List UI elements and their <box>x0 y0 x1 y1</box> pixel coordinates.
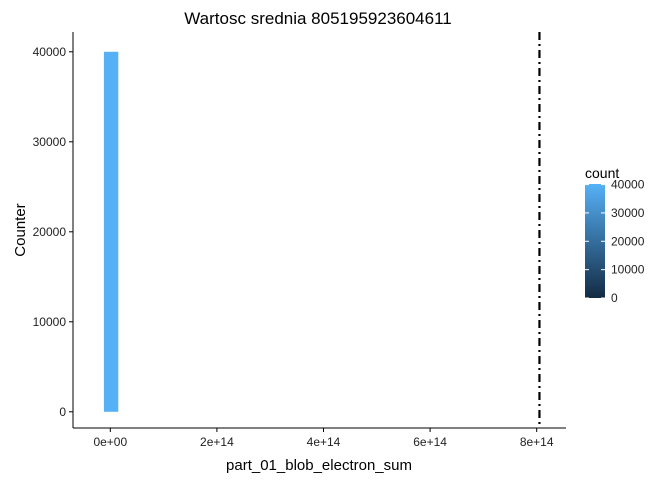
y-axis-ticks: 0 10000 20000 30000 40000 <box>33 45 73 419</box>
legend-ticks: 0 10000 20000 30000 40000 <box>585 178 645 305</box>
legend-tick-label: 30000 <box>611 206 645 220</box>
y-tick-label: 20000 <box>33 225 67 239</box>
legend-title: count <box>585 165 619 181</box>
legend-tick-label: 40000 <box>611 178 645 192</box>
color-legend: count 0 10000 20000 30000 40000 <box>585 165 645 305</box>
y-tick-label: 10000 <box>33 315 67 329</box>
x-tick-label: 8e+14 <box>520 435 554 449</box>
legend-colorbar <box>585 184 605 298</box>
x-tick-label: 4e+14 <box>307 435 341 449</box>
x-axis-ticks: 0e+00 2e+14 4e+14 6e+14 8e+14 <box>93 428 554 449</box>
histogram-bar <box>103 51 119 412</box>
legend-tick-label: 0 <box>611 291 618 305</box>
legend-tick-label: 20000 <box>611 234 645 248</box>
legend-tick-label: 10000 <box>611 263 645 277</box>
y-tick-label: 30000 <box>33 135 67 149</box>
x-tick-label: 6e+14 <box>413 435 447 449</box>
y-tick-label: 0 <box>59 405 66 419</box>
x-tick-label: 0e+00 <box>93 435 127 449</box>
x-axis-label: part_01_blob_electron_sum <box>226 457 412 474</box>
plot-area <box>103 32 541 428</box>
y-axis-label: Counter <box>12 203 29 256</box>
x-tick-label: 2e+14 <box>200 435 234 449</box>
y-tick-label: 40000 <box>33 45 67 59</box>
chart-title: Wartosc srednia 805195923604611 <box>184 9 451 28</box>
